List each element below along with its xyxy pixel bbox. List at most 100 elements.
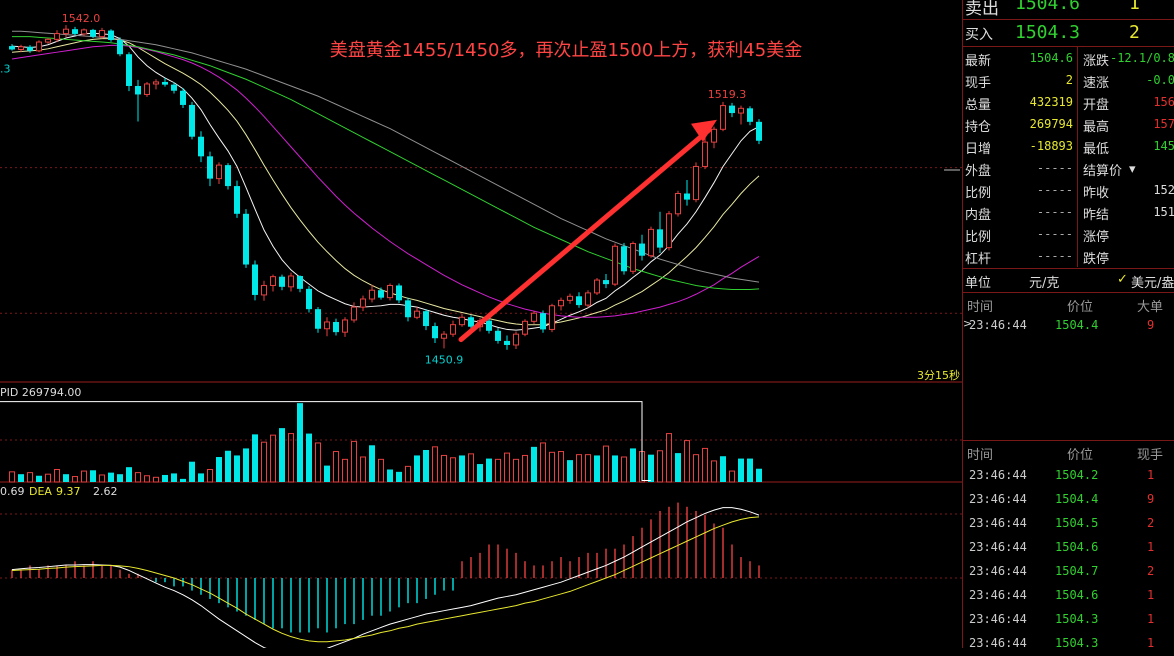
stat-value: 156 bbox=[1153, 95, 1174, 109]
high-price-label: 1519.3 bbox=[708, 88, 747, 101]
volume-bar bbox=[207, 469, 213, 483]
volume-bar bbox=[315, 442, 321, 483]
volume-bar bbox=[180, 478, 186, 482]
unit-value[interactable]: 元/克 bbox=[1029, 276, 1060, 291]
big-trade-row[interactable]: > 23:46:44 1504.4 9 bbox=[963, 316, 1174, 338]
tick-qty: 1 bbox=[1147, 612, 1155, 626]
col-qty: 大单 bbox=[1137, 300, 1164, 315]
candle bbox=[747, 108, 753, 122]
sell-price: 1504.6 bbox=[1015, 0, 1081, 14]
candle bbox=[342, 319, 348, 333]
volume-bar bbox=[729, 470, 735, 483]
candle bbox=[18, 46, 24, 50]
stat-value: ----- bbox=[1036, 183, 1073, 197]
volume-bar bbox=[297, 403, 303, 482]
candle bbox=[72, 29, 78, 34]
candle bbox=[531, 312, 537, 322]
moving-average-line bbox=[12, 30, 760, 283]
unit-alt[interactable]: 美元/盎 bbox=[1131, 276, 1174, 291]
candle bbox=[369, 289, 375, 300]
volume-bar bbox=[585, 454, 591, 483]
volume-bar bbox=[720, 456, 726, 482]
volume-bar bbox=[414, 455, 420, 482]
low-price-label: 1450.9 bbox=[425, 354, 464, 367]
macd-legend-value: 0.69 bbox=[0, 485, 25, 498]
tick-row[interactable]: 23:46:44 1504.2 1 bbox=[963, 466, 1174, 488]
tick-row[interactable]: 23:46:44 1504.3 1 bbox=[963, 610, 1174, 632]
candle bbox=[567, 295, 573, 301]
candle bbox=[378, 290, 384, 298]
volume-bar bbox=[468, 453, 474, 483]
candle bbox=[576, 296, 582, 306]
stat-label: 比例 bbox=[965, 186, 992, 201]
stat-value: 151 bbox=[1153, 205, 1174, 219]
candle bbox=[405, 300, 411, 318]
volume-bar bbox=[513, 458, 519, 483]
tick-time: 23:46:44 bbox=[969, 468, 1027, 482]
volume-bar bbox=[576, 454, 582, 483]
volume-bar bbox=[711, 460, 717, 483]
tick-price: 1504.3 bbox=[1055, 612, 1099, 626]
volume-bar bbox=[72, 476, 78, 483]
volume-bar bbox=[594, 455, 600, 482]
candle bbox=[234, 186, 240, 214]
stat-value: -18893 bbox=[1029, 139, 1073, 153]
volume-bar bbox=[9, 471, 15, 483]
stat-value: 2 bbox=[1065, 73, 1073, 87]
candle bbox=[432, 326, 438, 339]
tick-row[interactable]: 23:46:44 1504.3 1 bbox=[963, 634, 1174, 656]
tick-row[interactable]: 23:46:44 1504.5 2 bbox=[963, 514, 1174, 536]
tick-qty: 9 bbox=[1147, 492, 1155, 506]
dea-line bbox=[11, 516, 760, 643]
candle bbox=[261, 284, 267, 296]
ticks-header: 时间 价位 现手 bbox=[963, 444, 1174, 466]
candle bbox=[522, 320, 528, 335]
volume-bar bbox=[225, 450, 231, 482]
candle bbox=[585, 292, 591, 306]
buy-row[interactable]: 买入 1504.3 2 bbox=[963, 22, 1174, 46]
candle bbox=[9, 46, 15, 50]
quote-panel: 卖出 1504.6 1 买入 1504.3 2 最新 1504.6 现手 2 总量 432… bbox=[962, 0, 1174, 650]
candle bbox=[306, 288, 312, 310]
volume-bar bbox=[18, 474, 24, 482]
sell-row[interactable]: 卖出 1504.6 1 bbox=[963, 0, 1174, 19]
volume-bar bbox=[756, 468, 762, 482]
tick-row[interactable]: 23:46:44 1504.6 1 bbox=[963, 586, 1174, 608]
row-pointer-icon: > bbox=[963, 317, 973, 330]
volume-bar bbox=[648, 454, 654, 482]
stat-value: 157 bbox=[1153, 117, 1174, 131]
volume-bar bbox=[405, 465, 411, 483]
candle bbox=[63, 28, 69, 35]
stat-label: 内盘 bbox=[965, 208, 992, 223]
candle bbox=[135, 86, 141, 95]
unit-row[interactable]: 单位 元/克 ✓ 美元/盎 bbox=[963, 270, 1174, 292]
tick-row[interactable]: 23:46:44 1504.7 2 bbox=[963, 562, 1174, 584]
stat-label: 最新 bbox=[965, 54, 992, 69]
volume-bar bbox=[378, 458, 384, 483]
tick-price: 1504.3 bbox=[1055, 636, 1099, 650]
volume-bar bbox=[216, 457, 222, 482]
col-qty: 现手 bbox=[1137, 448, 1164, 463]
stat-label: 现手 bbox=[965, 76, 992, 91]
macd-legend-value: 2.62 bbox=[93, 485, 118, 498]
candle bbox=[630, 243, 636, 272]
stat-label: 最高 bbox=[1083, 120, 1110, 135]
candle bbox=[657, 229, 663, 248]
candle bbox=[360, 298, 366, 308]
candle bbox=[180, 90, 186, 105]
stat-label: 开盘 bbox=[1083, 98, 1110, 113]
tick-price: 1504.4 bbox=[1055, 492, 1099, 506]
candle bbox=[144, 83, 150, 95]
unit-label: 单位 bbox=[965, 276, 992, 291]
tick-row[interactable]: 23:46:44 1504.6 1 bbox=[963, 538, 1174, 560]
volume-bar bbox=[612, 455, 618, 482]
stat-label: 昨收 bbox=[1083, 186, 1110, 201]
volume-bar bbox=[693, 454, 699, 483]
tick-row[interactable]: 23:46:44 1504.4 9 bbox=[963, 490, 1174, 512]
trend-arrow bbox=[458, 127, 712, 343]
tick-price: 1504.6 bbox=[1055, 588, 1099, 602]
tick-time: 23:46:44 bbox=[969, 612, 1027, 626]
volume-bar bbox=[441, 454, 447, 483]
stat-label: 昨结 bbox=[1083, 208, 1110, 223]
volume-bar bbox=[477, 464, 483, 482]
